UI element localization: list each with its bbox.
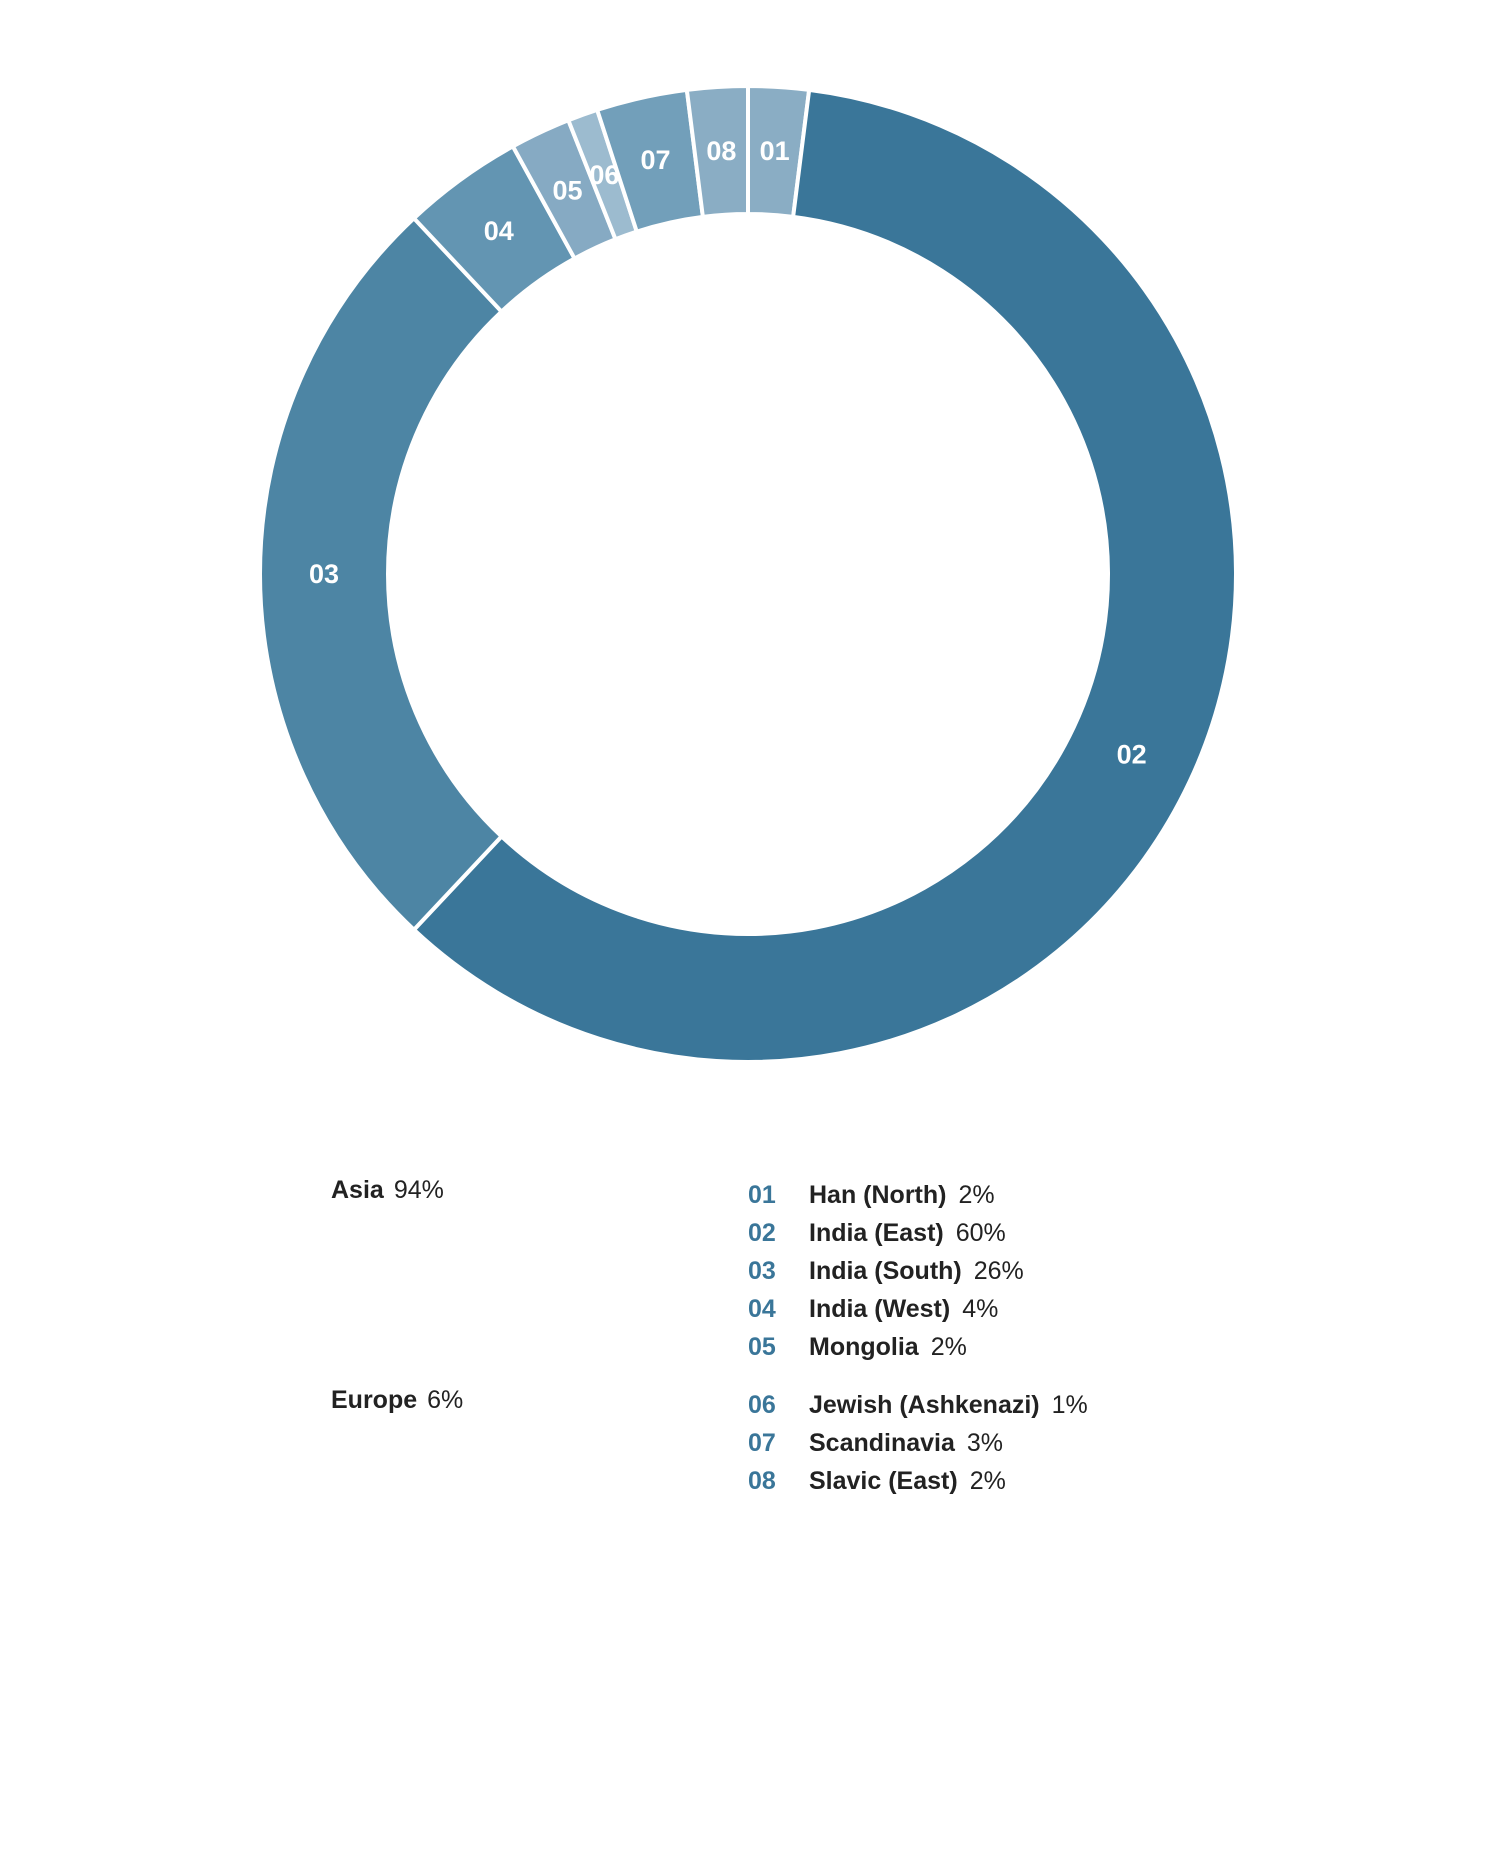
legend-name: Mongolia bbox=[809, 1333, 919, 1361]
legend-percent: 2% bbox=[930, 1333, 967, 1361]
legend-item-05: 05 Mongolia 2% bbox=[748, 1328, 967, 1366]
legend-percent: 3% bbox=[966, 1429, 1004, 1457]
legend-percent: 1% bbox=[1051, 1391, 1088, 1419]
donut-slice-03 bbox=[258, 215, 505, 933]
donut-slices bbox=[258, 83, 1238, 1064]
legend-name: Han (North) bbox=[809, 1181, 947, 1209]
donut-slice-08 bbox=[684, 83, 750, 220]
legend-name: India (West) bbox=[809, 1295, 951, 1323]
legend-name: Scandinavia bbox=[809, 1429, 955, 1457]
legend-name: India (East) bbox=[809, 1219, 944, 1247]
legend-percent: 26% bbox=[973, 1257, 1024, 1285]
legend-percent: 60% bbox=[955, 1219, 1006, 1247]
slice-label-02: 02 bbox=[1117, 740, 1147, 770]
slice-label-07: 07 bbox=[640, 145, 670, 175]
group-percent: 94% bbox=[393, 1176, 444, 1204]
legend-code: 01 bbox=[748, 1181, 776, 1209]
legend-item-08: 08 Slavic (East) 2% bbox=[748, 1462, 1006, 1500]
legend-code: 03 bbox=[748, 1257, 776, 1285]
donut-slice-02 bbox=[411, 87, 1238, 1064]
slice-label-08: 08 bbox=[706, 136, 736, 166]
group-percent: 6% bbox=[427, 1386, 464, 1414]
legend-percent: 2% bbox=[969, 1467, 1006, 1495]
legend-code: 05 bbox=[748, 1333, 776, 1361]
legend-code: 07 bbox=[748, 1429, 776, 1457]
legend-code: 04 bbox=[748, 1295, 776, 1323]
legend-code: 06 bbox=[748, 1391, 776, 1419]
slice-label-04: 04 bbox=[484, 216, 514, 246]
legend-item-02: 02 India (East) 60% bbox=[748, 1214, 1006, 1252]
legend-code: 02 bbox=[748, 1219, 776, 1247]
group-name: Asia bbox=[331, 1176, 384, 1204]
legend-percent: 4% bbox=[962, 1295, 999, 1323]
group-name: Europe bbox=[331, 1386, 418, 1414]
legend-item-01: 01 Han (North) 2% bbox=[748, 1176, 995, 1214]
legend-percent: 2% bbox=[958, 1181, 995, 1209]
legend-code: 08 bbox=[748, 1467, 776, 1495]
legend-group-europe: Europe 6% bbox=[331, 1386, 463, 1415]
legend-item-04: 04 India (West) 4% bbox=[748, 1290, 998, 1328]
legend-group-asia: Asia 94% bbox=[331, 1176, 444, 1205]
legend-name: Slavic (East) bbox=[809, 1467, 958, 1495]
slice-label-06: 06 bbox=[589, 160, 619, 190]
legend-name: India (South) bbox=[809, 1257, 962, 1285]
legend-item-06: 06 Jewish (Ashkenazi) 1% bbox=[748, 1386, 1088, 1424]
legend-item-03: 03 India (South) 26% bbox=[748, 1252, 1024, 1290]
slice-label-05: 05 bbox=[552, 175, 582, 205]
slice-label-01: 01 bbox=[760, 136, 790, 166]
legend-name: Jewish (Ashkenazi) bbox=[809, 1391, 1040, 1419]
legend-item-07: 07 Scandinavia 3% bbox=[748, 1424, 1003, 1462]
slice-label-03: 03 bbox=[309, 559, 339, 589]
